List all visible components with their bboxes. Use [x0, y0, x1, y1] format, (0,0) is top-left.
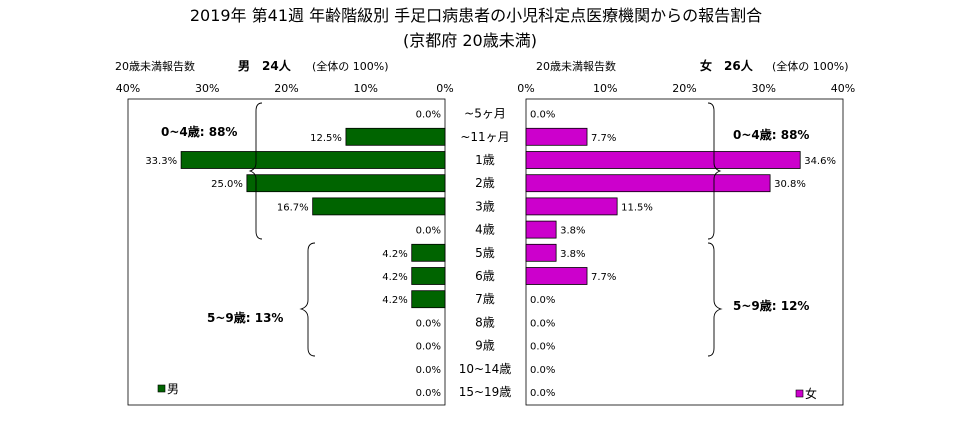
- category-label: 9歳: [475, 339, 495, 353]
- category-label: 5歳: [475, 246, 495, 260]
- female-value-label: 0.0%: [530, 388, 555, 399]
- female-bar: [525, 220, 557, 239]
- male-bar: [180, 151, 446, 169]
- right-axis-tick-label: 10%: [593, 82, 617, 95]
- male-value-label: 4.2%: [382, 295, 407, 306]
- female-value-label: 3.8%: [560, 249, 585, 260]
- female-bar: [525, 197, 618, 216]
- female-bar: [525, 127, 588, 146]
- category-label: 1歳: [475, 153, 495, 167]
- male-value-label: 33.3%: [145, 156, 177, 167]
- male-value-label: 4.2%: [382, 272, 407, 283]
- left-header-sex: 男: [238, 59, 250, 73]
- category-label: 15~19歳: [459, 385, 512, 399]
- bars: [180, 127, 801, 309]
- male-value-label: 16.7%: [277, 202, 309, 213]
- male-value-label: 0.0%: [416, 110, 441, 121]
- category-label: ~11ヶ月: [460, 130, 509, 144]
- male-bar: [312, 197, 446, 216]
- left-annotation-5-9: 5~9歳: 13%: [207, 310, 283, 325]
- female-value-label: 3.8%: [560, 226, 585, 237]
- category-label: ~5ヶ月: [464, 107, 506, 121]
- female-value-label: 0.0%: [530, 342, 555, 353]
- legend-right-swatch: [795, 389, 804, 398]
- chart-subtitle: (京都府 20歳未満): [403, 31, 537, 50]
- left-axis-tick-label: 0%: [436, 82, 453, 95]
- female-bar: [525, 174, 771, 193]
- category-label: 2歳: [475, 176, 495, 190]
- male-value-label: 0.0%: [416, 388, 441, 399]
- male-bar: [246, 174, 446, 193]
- right-axis-tick-label: 40%: [831, 82, 855, 95]
- group-brackets: [248, 102, 723, 357]
- category-label: 3歳: [475, 199, 495, 213]
- male-bar: [345, 127, 446, 146]
- category-label: 8歳: [475, 315, 495, 329]
- category-label: 10~14歳: [459, 362, 512, 376]
- female-value-label: 0.0%: [530, 295, 555, 306]
- female-value-label: 30.8%: [774, 179, 806, 190]
- male-bar: [411, 243, 446, 262]
- legend-left-label: 男: [167, 382, 179, 396]
- category-label: 7歳: [475, 292, 495, 306]
- left-panel-header: 20歳未満報告数 男 24人 (全体の 100%): [115, 58, 389, 73]
- legend-right-label: 女: [805, 386, 817, 401]
- category-label: 4歳: [475, 223, 495, 237]
- female-value-label: 34.6%: [804, 156, 836, 167]
- left-axis-tick-label: 40%: [116, 82, 140, 95]
- left-bracket-0-4: [248, 102, 263, 240]
- male-value-label: 12.5%: [310, 133, 342, 144]
- legend-right: 女: [795, 386, 817, 401]
- chart-title: 2019年 第41週 年齢階級別 手足口病患者の小児科定点医療機関からの報告割合: [190, 6, 762, 25]
- left-header-note: (全体の 100%): [312, 59, 389, 73]
- right-header-prefix: 20歳未満報告数: [536, 60, 616, 73]
- male-value-label: 25.0%: [211, 179, 243, 190]
- male-value-label: 0.0%: [416, 226, 441, 237]
- right-annotation-5-9: 5~9歳: 12%: [733, 298, 809, 313]
- female-bar: [525, 151, 801, 169]
- left-header-prefix: 20歳未満報告数: [115, 60, 195, 73]
- right-bracket-0-4: [707, 102, 722, 240]
- left-annotation-0-4: 0~4歳: 88%: [161, 124, 237, 139]
- right-axis-tick-label: 20%: [672, 82, 696, 95]
- female-bar: [525, 267, 588, 285]
- axis-ticks: 40% 30% 20% 10% 0% 0% 10% 20% 30% 40%: [116, 82, 855, 95]
- right-axis-tick-label: 30%: [752, 82, 776, 95]
- right-header-sex: 女: [700, 58, 712, 73]
- right-bracket-5-9: [707, 242, 723, 357]
- female-bar: [525, 243, 557, 262]
- data-labels: 0.0% 0.0% 12.5% 7.7% 33.3% 34.6% 25.0% 30.8% 16.…: [145, 110, 836, 399]
- left-axis-tick-label: 10%: [354, 82, 378, 95]
- right-panel-header: 20歳未満報告数 女 26人 (全体の 100%): [536, 58, 849, 73]
- legend-left-swatch: [157, 384, 166, 393]
- left-header-count: 24人: [262, 58, 292, 73]
- left-axis-tick-label: 30%: [195, 82, 219, 95]
- category-labels: ~5ヶ月 ~11ヶ月 1歳 2歳 3歳 4歳 5歳 6歳 7歳 8歳 9歳 10~14歳 15~19歳: [459, 107, 512, 399]
- male-value-label: 0.0%: [416, 365, 441, 376]
- legend-left: 男: [157, 382, 179, 396]
- male-value-label: 4.2%: [382, 249, 407, 260]
- male-value-label: 0.0%: [416, 342, 441, 353]
- female-value-label: 7.7%: [591, 133, 616, 144]
- right-header-count: 26人: [724, 58, 754, 73]
- male-bar: [411, 290, 446, 309]
- male-bar: [411, 267, 446, 285]
- category-label: 6歳: [475, 269, 495, 283]
- right-axis-tick-label: 0%: [517, 82, 534, 95]
- female-value-label: 0.0%: [530, 318, 555, 329]
- left-axis-tick-label: 20%: [274, 82, 298, 95]
- female-value-label: 7.7%: [591, 272, 616, 283]
- left-bracket-5-9: [299, 242, 316, 357]
- right-annotation-0-4: 0~4歳: 88%: [733, 127, 809, 142]
- female-value-label: 0.0%: [530, 110, 555, 121]
- female-value-label: 0.0%: [530, 365, 555, 376]
- female-value-label: 11.5%: [621, 202, 653, 213]
- male-value-label: 0.0%: [416, 318, 441, 329]
- right-header-note: (全体の 100%): [772, 59, 849, 73]
